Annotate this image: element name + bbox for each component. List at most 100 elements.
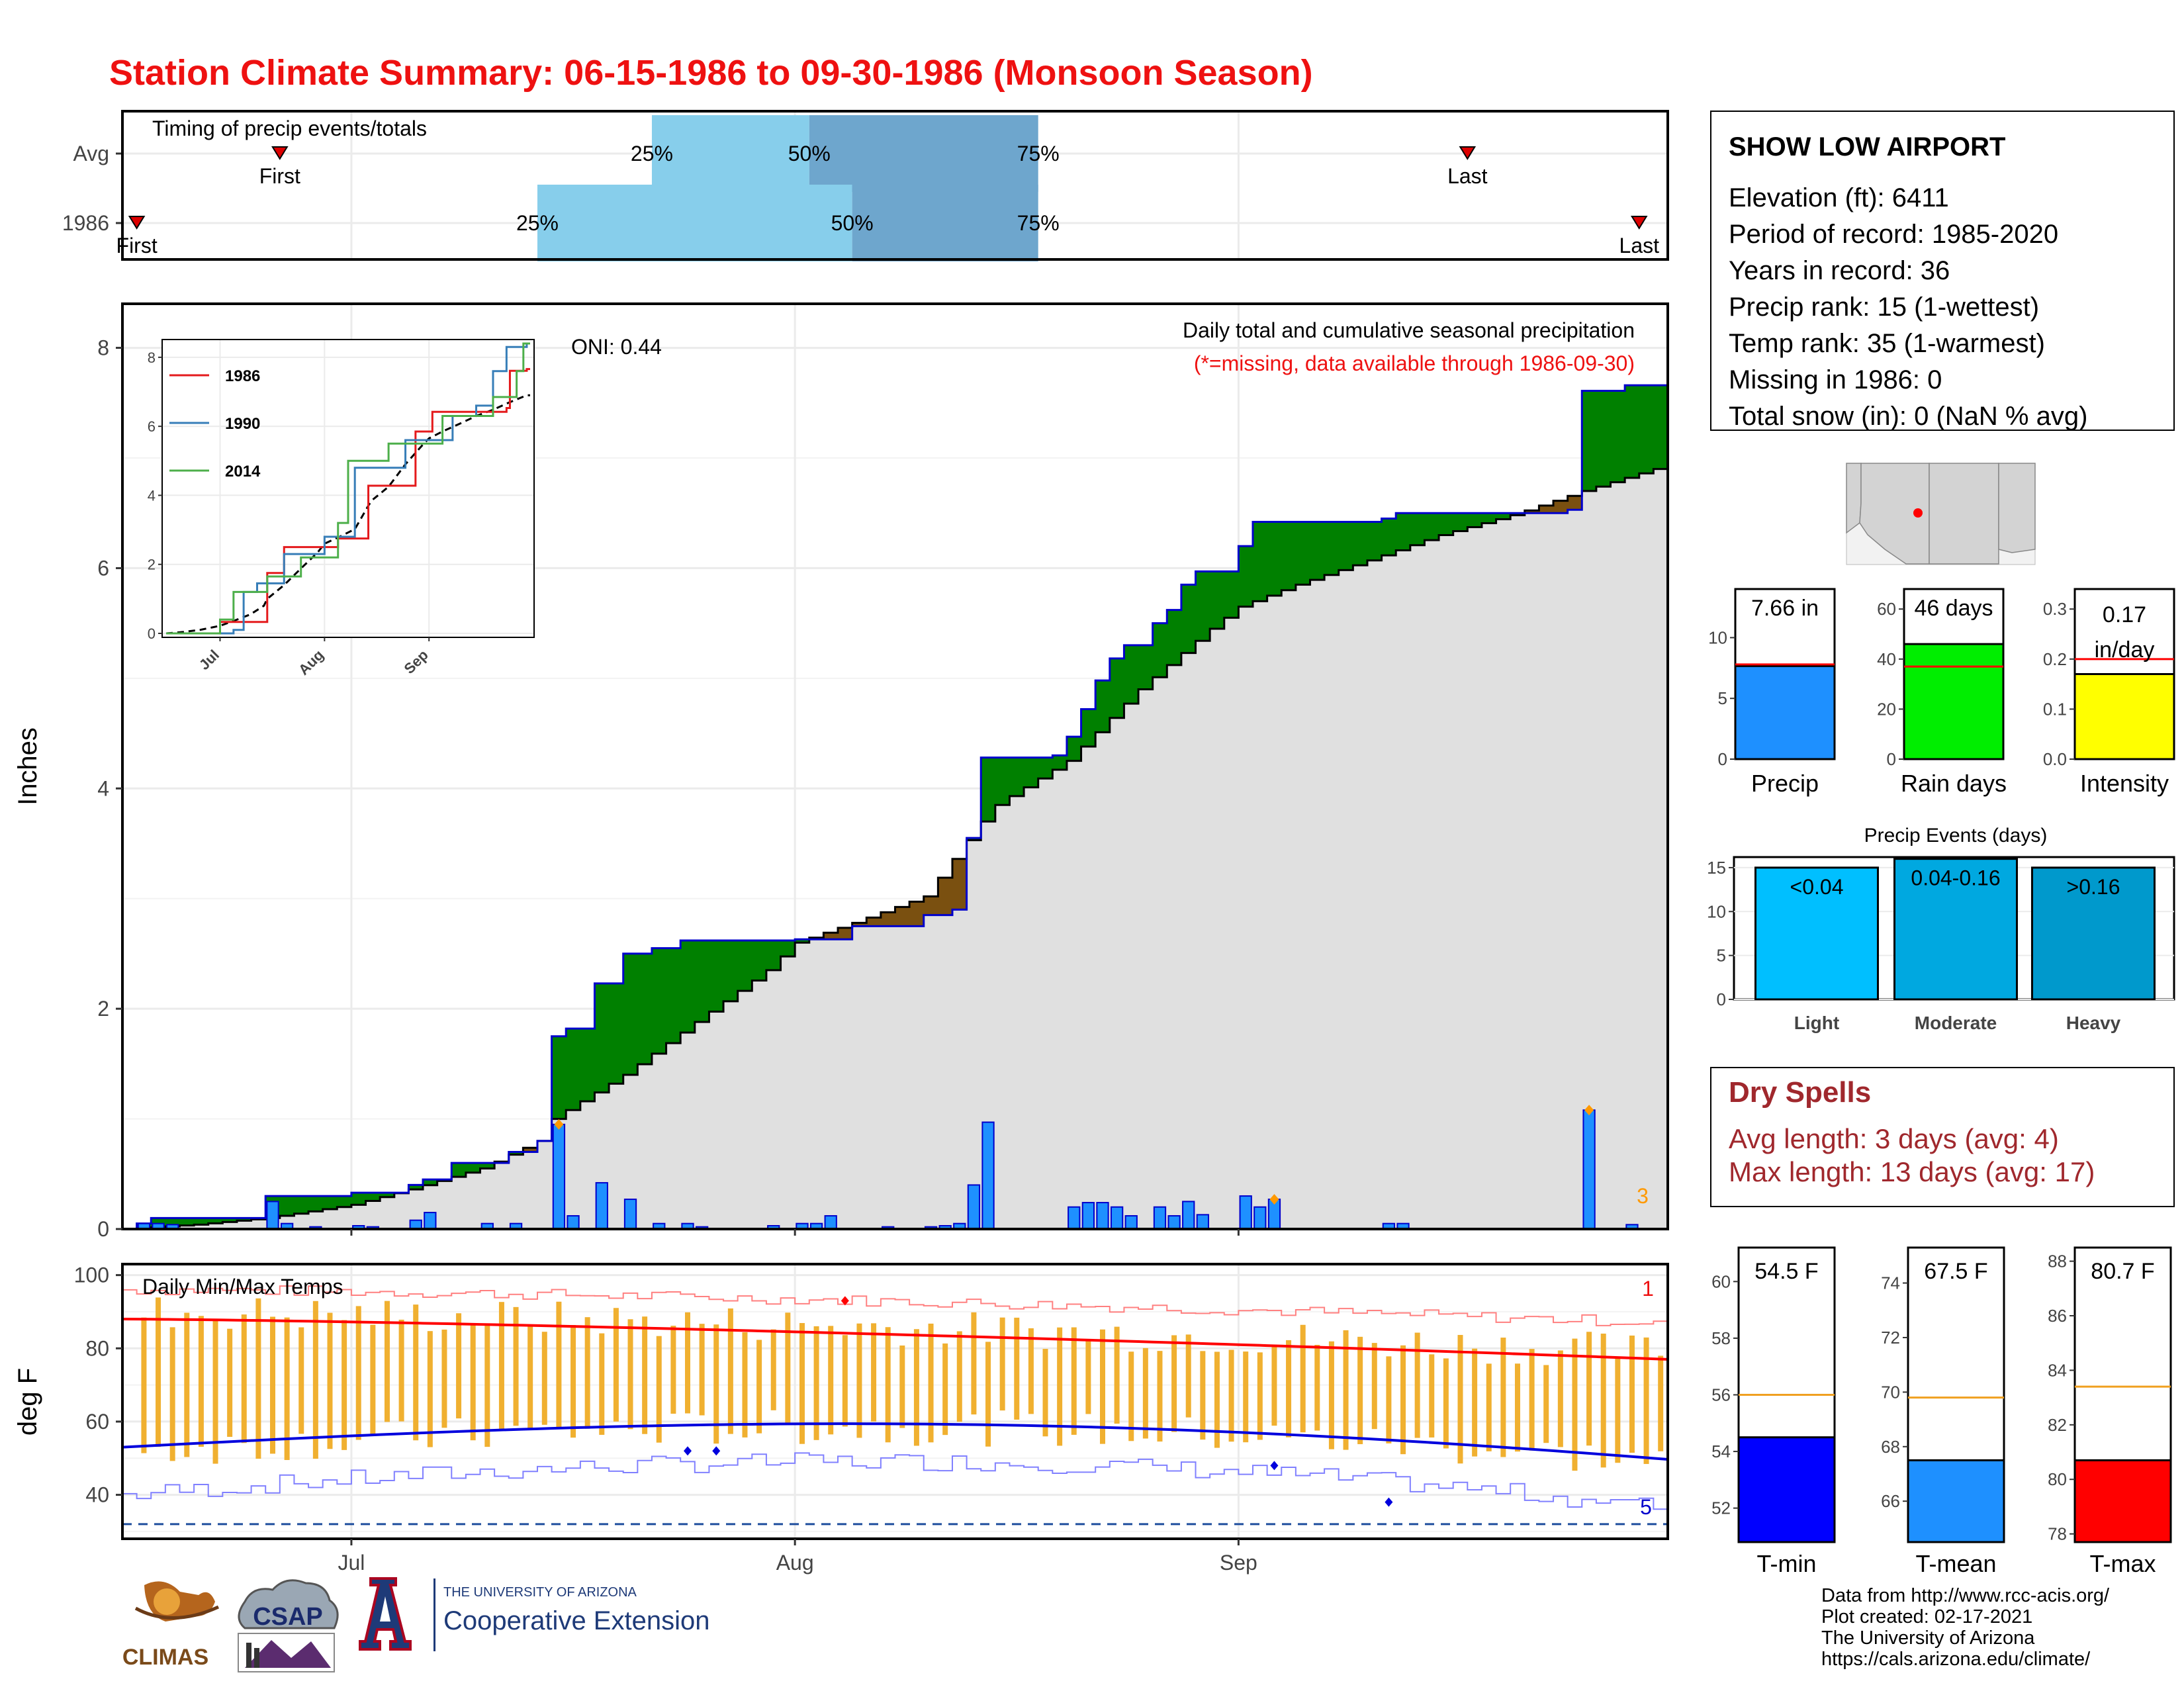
summary-bar-charts: 0 5 10 7.66 in Precip 0 20 40 60 46 days Rain days… [1708,588,2175,797]
daily-temp-range [1300,1324,1306,1433]
daily-temp-range [999,1317,1005,1411]
csap-logo: CSAP [238,1579,339,1672]
inset-legend-label: 2014 [225,463,261,480]
above-average-band [623,953,638,1075]
daily-temp-range [856,1323,862,1438]
summary-value-label: 7.66 in [1751,596,1819,621]
above-average-band [966,838,981,841]
temp-y-tick-label: 40 [85,1483,109,1507]
below-average-band [852,923,867,927]
station-line-5: Temp rank: 35 (1-warmest) [1729,329,2045,358]
temp-summary-bar [1907,1459,2005,1543]
ua-big-text: Cooperative Extension [443,1606,709,1635]
daily-temp-range [513,1306,519,1426]
daily-temp-range [1271,1345,1277,1426]
daily-temp-range [212,1318,218,1464]
daily-temp-range [656,1336,662,1443]
above-average-band [981,757,996,822]
daily-temp-range [1643,1337,1649,1464]
event-bar-inner-label: >0.16 [2067,875,2120,899]
daily-precip-bar [1124,1215,1138,1230]
last-event-label: Last [1619,234,1660,257]
quartile-25-label: 25% [516,211,559,235]
timing-row-label: Avg [73,142,109,165]
inset-series-line [166,368,530,635]
daily-temp-range [727,1308,733,1434]
above-average-band [380,1193,395,1197]
above-average-band [1253,522,1268,602]
inset-climatology-line [165,394,530,635]
daily-temp-range [1099,1329,1105,1444]
record-temp-marker [684,1446,692,1456]
below-average-band [938,878,953,915]
precip-y-tick-label: 2 [97,997,109,1021]
daily-temp-range [570,1325,576,1438]
temp-summary-y-tick-label: 78 [2048,1524,2067,1544]
daily-temp-range [842,1335,848,1427]
avg-tmin-line [122,1422,1668,1461]
daily-temp-range [871,1323,877,1422]
station-line-4: Precip rank: 15 (1-wettest) [1729,293,2039,322]
footer-credits: Data from http://www.rcc-acis.org/ Plot … [1821,1585,2110,1670]
inset-y-tick-label: 2 [148,557,156,573]
above-average-band [1481,513,1497,524]
daily-temp-range [198,1316,204,1447]
daily-temp-range [1586,1332,1592,1446]
climas-logo: CLIMAS [122,1581,220,1670]
precip-missing-note: (*=missing, data available through 1986-… [1194,351,1635,375]
temp-y-tick-label: 80 [85,1336,109,1360]
precip-y-tick-label: 4 [97,776,109,800]
daily-temp-range [599,1333,605,1435]
station-line-1: Elevation (ft): 6411 [1729,183,1949,212]
daily-temp-range [156,1297,161,1447]
temp-summary-y-tick-label: 86 [2048,1306,2067,1326]
footer-line-4: https://cals.arizona.edu/climate/ [1821,1649,2091,1670]
above-average-band [551,1036,567,1119]
daily-precip-bar [567,1215,580,1230]
above-average-band [1396,513,1411,551]
daily-temp-range [1028,1328,1034,1414]
daily-temp-range [742,1332,748,1438]
daily-temp-range [141,1317,147,1453]
above-average-band [1066,737,1082,761]
event-bar-label: Light [1794,1013,1839,1033]
temp-summary-value-label: 54.5 F [1754,1259,1818,1284]
above-average-band [566,1028,581,1111]
footer-line-3: The University of Arizona [1821,1627,2035,1649]
daily-temp-range [527,1326,533,1430]
last-event-label: Last [1447,164,1488,188]
daily-precip-bar [1081,1202,1095,1230]
summary-y-tick-label: 5 [1718,688,1727,708]
above-average-band [723,940,739,1001]
above-average-band [1496,513,1511,520]
daily-temp-range [456,1313,462,1419]
above-average-band [1224,571,1239,618]
daily-temp-range [370,1324,376,1435]
events-title: Precip Events (days) [1864,825,2048,846]
station-name: SHOW LOW AIRPORT [1729,132,2005,161]
temp-summary-bar [2073,1459,2172,1543]
above-average-band [337,1196,352,1207]
record-temp-marker [841,1296,849,1306]
below-average-band [1567,496,1582,510]
above-average-band [1439,513,1454,535]
temp-summary-y-tick-label: 66 [1881,1491,1900,1511]
summary-y-tick-label: 20 [1877,699,1896,719]
below-average-band [823,933,839,940]
daily-temp-range [1443,1358,1449,1449]
daily-temp-range [1514,1363,1520,1452]
event-marker [554,1119,564,1130]
temp-summary-y-tick-label: 60 [1711,1271,1731,1291]
daily-temp-range [942,1343,948,1436]
above-average-band [666,948,681,1044]
summary-y-tick-label: 0 [1718,749,1727,769]
daily-temp-range [1243,1351,1249,1443]
daily-temp-range [799,1323,805,1444]
daily-temp-range [1057,1327,1063,1446]
above-average-band [1124,645,1139,704]
daily-precip-bar [967,1184,981,1230]
above-average-band [1238,546,1253,607]
summary-y-tick-label: 0.0 [2043,749,2067,769]
